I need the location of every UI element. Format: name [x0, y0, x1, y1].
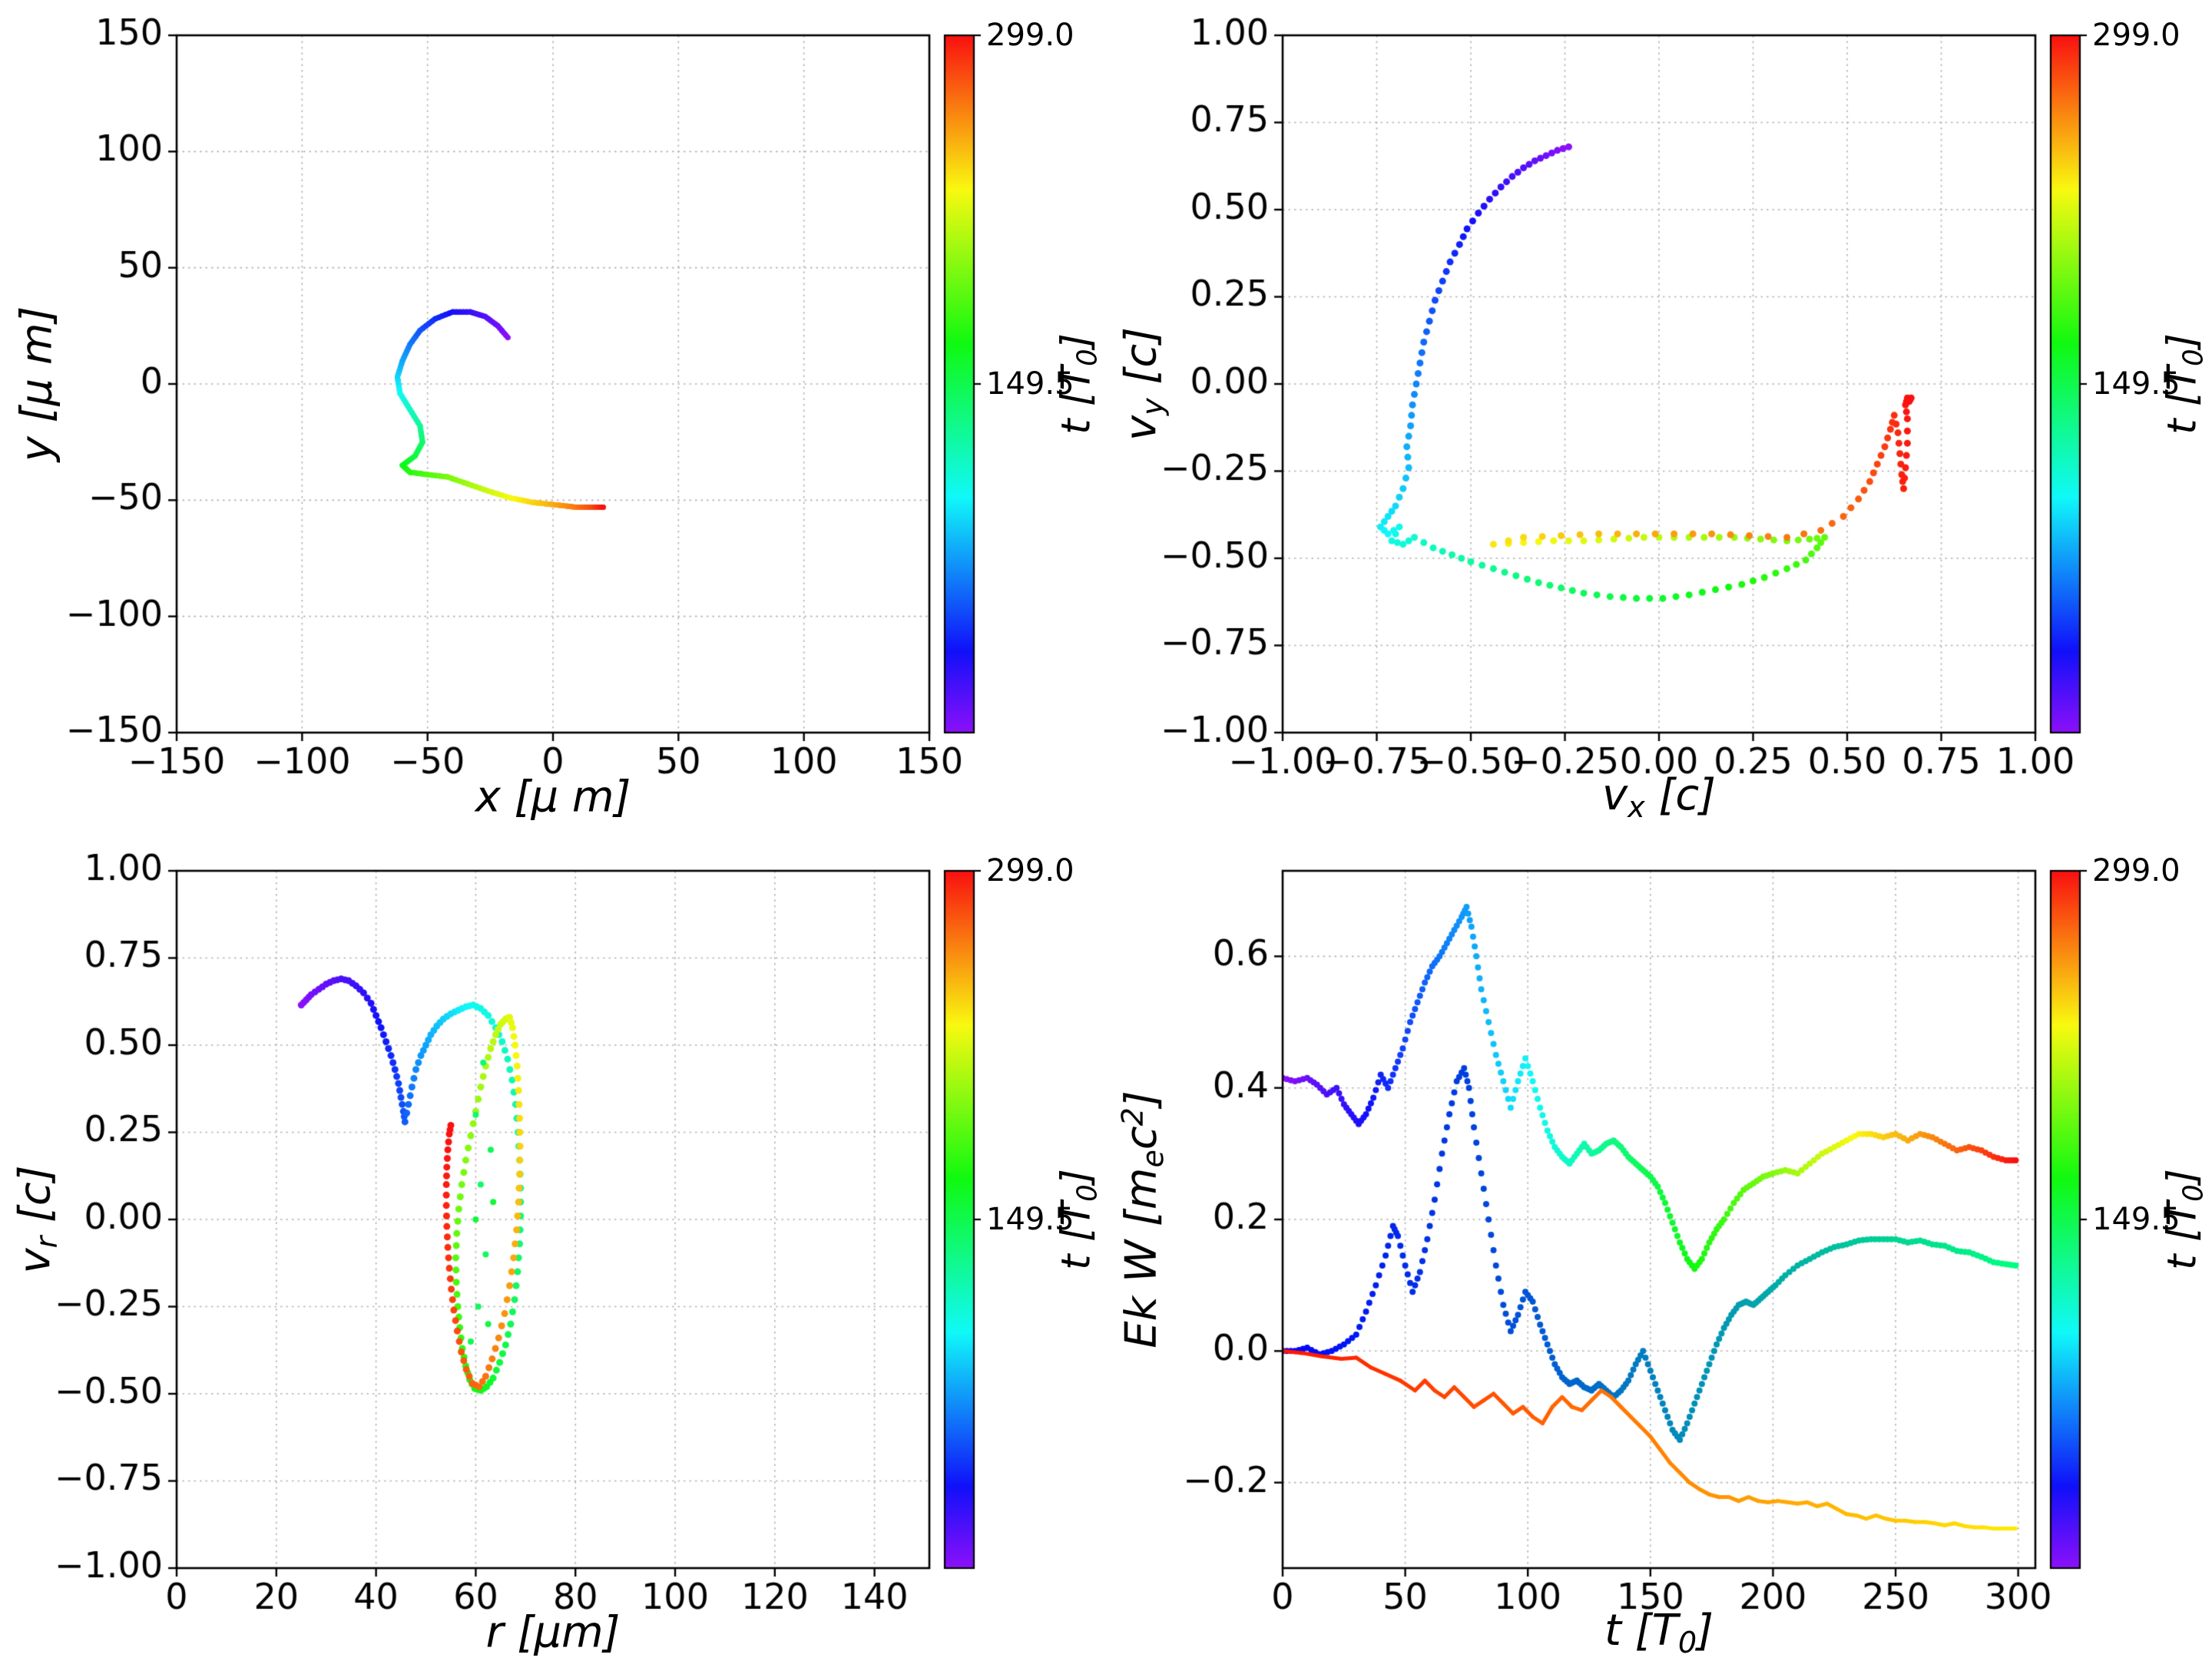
vxvy-colorbar-max-label: 299.0: [2092, 18, 2181, 53]
energy-colorbar-axis-label: t [T0]: [2159, 1169, 2210, 1270]
energy-plot-canvas: [1106, 836, 2212, 1671]
xy-colorbar-max-label: 299.0: [986, 18, 1075, 53]
rvr-colorbar-max-label: 299.0: [986, 853, 1075, 888]
xy-colorbar-axis-label: t [T0]: [1053, 333, 1104, 435]
xy-xlabel: x [μ m]: [475, 772, 631, 822]
rvr-colorbar-mid-label: 149.5: [986, 1202, 1075, 1237]
rvr-xlabel: r [μm]: [485, 1607, 621, 1658]
panel-xy: y [μ m] x [μ m] 299.0 149.5 t [T0]: [0, 0, 1106, 836]
vxvy-colorbar-mid-label: 149.5: [2092, 366, 2181, 402]
energy-colorbar-mid-label: 149.5: [2092, 1202, 2181, 1237]
xy-plot-canvas: [0, 0, 1106, 836]
energy-ylabel: Ek W [mec2]: [1115, 1090, 1171, 1348]
rvr-colorbar-axis-label: t [T0]: [1053, 1169, 1104, 1270]
xy-colorbar-mid-label: 149.5: [986, 366, 1075, 402]
vxvy-ylabel: vy [c]: [1116, 327, 1170, 441]
energy-colorbar-max-label: 299.0: [2092, 853, 2181, 888]
vxvy-colorbar-axis-label: t [T0]: [2159, 333, 2210, 435]
panel-rvr: vr [c] r [μm] 299.0 149.5 t [T0]: [0, 836, 1106, 1671]
energy-xlabel: t [T0]: [1604, 1606, 1714, 1659]
rvr-plot-canvas: [0, 836, 1106, 1671]
rvr-ylabel: vr [c]: [10, 1165, 64, 1274]
xy-ylabel: y [μ m]: [12, 306, 62, 462]
vxvy-plot-canvas: [1106, 0, 2212, 836]
vxvy-xlabel: vx [c]: [1602, 770, 1716, 824]
panel-energy: Ek W [mec2] t [T0] 299.0 149.5 t [T0]: [1106, 836, 2212, 1671]
panel-vxvy: vy [c] vx [c] 299.0 149.5 t [T0]: [1106, 0, 2212, 836]
